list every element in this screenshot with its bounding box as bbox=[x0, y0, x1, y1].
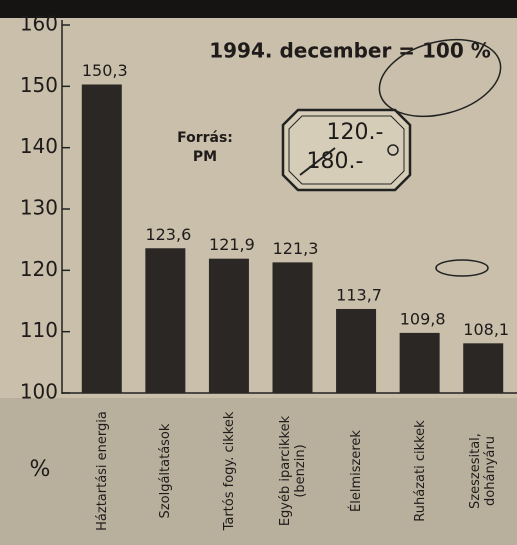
y-unit: % bbox=[30, 457, 51, 482]
y-tick-label: 150 bbox=[20, 73, 58, 97]
x-tick-label: Ruházati cikkek bbox=[392, 401, 448, 541]
x-tick-label: Tartós fogy. cikkek bbox=[201, 401, 257, 541]
x-tick-label: Élelmiszerek bbox=[328, 401, 384, 541]
old-price: 180.- bbox=[307, 149, 364, 174]
source-label: Forrás: bbox=[177, 130, 233, 146]
chart: 1994. december = 100 % Forrás: PM 120.- … bbox=[0, 0, 517, 545]
new-price: 120.- bbox=[327, 120, 384, 145]
y-tick-label: 100 bbox=[20, 380, 58, 404]
value-label: 109,8 bbox=[400, 309, 446, 328]
subtitle: 1994. december = 100 % bbox=[209, 39, 491, 63]
value-label: 121,3 bbox=[273, 239, 319, 258]
x-tick-label: Szeszesital, dohányáru bbox=[455, 401, 511, 541]
bar bbox=[273, 262, 313, 393]
bar bbox=[400, 333, 440, 393]
top-band bbox=[0, 0, 517, 18]
y-tick-label: 110 bbox=[20, 318, 58, 342]
bar bbox=[82, 84, 122, 393]
source-value: PM bbox=[193, 149, 217, 165]
bar bbox=[336, 309, 376, 393]
bar bbox=[145, 248, 185, 393]
logo bbox=[436, 260, 488, 276]
y-tick-label: 160 bbox=[20, 12, 58, 36]
x-tick-label: Háztartási energia bbox=[74, 401, 130, 541]
y-tick-label: 120 bbox=[20, 257, 58, 281]
y-tick-label: 130 bbox=[20, 196, 58, 220]
x-tick-label: Szolgáltatások bbox=[137, 401, 193, 541]
value-label: 121,9 bbox=[209, 235, 255, 254]
value-label: 123,6 bbox=[145, 225, 191, 244]
bar bbox=[463, 343, 503, 393]
x-tick-label: Egyéb iparcikkek (benzin) bbox=[265, 401, 321, 541]
value-label: 113,7 bbox=[336, 285, 382, 304]
y-tick-label: 140 bbox=[20, 134, 58, 158]
bar bbox=[209, 259, 249, 393]
value-label: 108,1 bbox=[463, 320, 509, 339]
value-label: 150,3 bbox=[82, 61, 128, 80]
